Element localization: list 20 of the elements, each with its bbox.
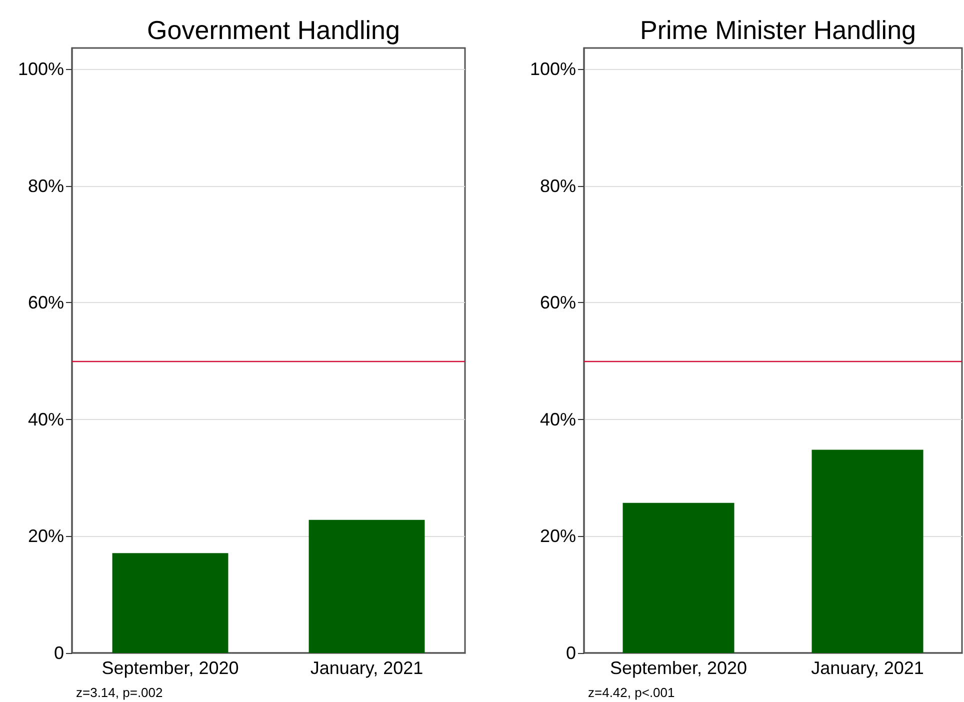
y-tick-label: 0 bbox=[54, 643, 64, 663]
x-tick-label: January, 2021 bbox=[811, 658, 924, 678]
chart-title: Government Handling bbox=[147, 15, 400, 45]
text: z=3.14, p=.002 bbox=[76, 685, 163, 700]
chart-title: Prime Minister Handling bbox=[640, 15, 916, 45]
y-tick-label: 60% bbox=[540, 292, 576, 313]
text: z=4.42, p<.001 bbox=[588, 685, 675, 700]
y-tick-label: 20% bbox=[540, 526, 576, 546]
x-tick-label: January, 2021 bbox=[310, 658, 424, 678]
y-tick-label: 80% bbox=[540, 176, 576, 196]
y-tick-label: 40% bbox=[540, 409, 576, 430]
y-tick-label: 60% bbox=[28, 292, 64, 313]
y-tick-label: 100% bbox=[530, 59, 576, 80]
x-tick-label: September, 2020 bbox=[610, 658, 748, 678]
y-tick-label: 100% bbox=[18, 59, 64, 80]
y-tick-label: 20% bbox=[28, 526, 64, 546]
x-tick-label: September, 2020 bbox=[102, 658, 239, 678]
y-tick-label: 0 bbox=[566, 643, 576, 663]
y-tick-label: 80% bbox=[28, 176, 64, 196]
y-tick-label: 40% bbox=[28, 409, 64, 430]
